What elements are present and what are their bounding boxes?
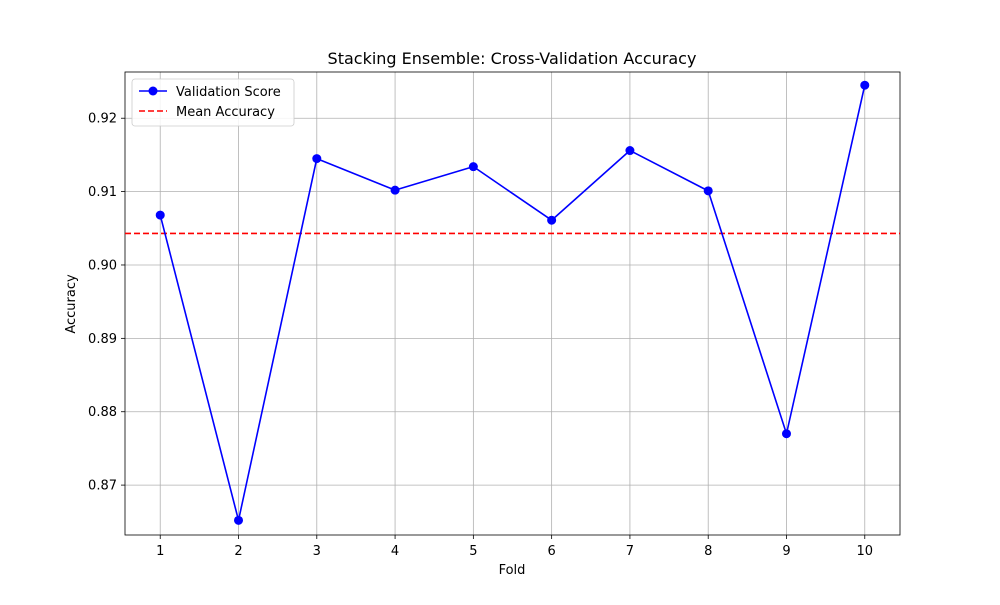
x-tick-label: 8 <box>704 544 712 559</box>
y-tick-label: 0.88 <box>88 405 117 420</box>
plot-frame <box>124 71 901 536</box>
x-tick-label: 7 <box>626 544 634 559</box>
legend-marker-validation-score <box>148 86 158 96</box>
y-tick-label: 0.91 <box>88 185 117 200</box>
x-tick-label: 2 <box>234 544 242 559</box>
validation-score-point <box>390 185 400 195</box>
y-axis-label: Accuracy <box>64 274 79 334</box>
legend-label-mean-accuracy: Mean Accuracy <box>176 105 275 120</box>
validation-score-point <box>781 429 791 439</box>
legend-label-validation-score: Validation Score <box>176 85 281 100</box>
validation-score-point <box>547 215 557 225</box>
x-tick-label: 1 <box>156 544 164 559</box>
y-tick-label: 0.92 <box>88 112 117 127</box>
x-tick-label: 4 <box>391 544 399 559</box>
chart-title: Stacking Ensemble: Cross-Validation Accu… <box>328 49 697 68</box>
validation-score-point <box>625 146 635 156</box>
x-tick-label: 10 <box>856 544 873 559</box>
x-tick-label: 6 <box>548 544 556 559</box>
validation-score-point <box>703 186 713 196</box>
x-tick-label: 9 <box>782 544 790 559</box>
validation-score-point <box>860 80 870 90</box>
validation-score-line <box>159 85 866 522</box>
legend: Validation Score Mean Accuracy <box>131 78 295 127</box>
x-axis-label: Fold <box>499 563 526 578</box>
validation-score-point <box>155 210 165 220</box>
series-lines <box>159 85 866 522</box>
y-tick-label: 0.89 <box>88 332 117 347</box>
validation-score-point <box>312 154 322 164</box>
x-tick-label: 5 <box>469 544 477 559</box>
y-tick-label: 0.90 <box>88 258 117 273</box>
y-tick-label: 0.87 <box>88 479 117 494</box>
validation-score-point <box>234 515 244 525</box>
axes: 1 2 3 4 5 6 7 8 9 10 0.87 0.88 0.89 0.90 0.91 0.92 <box>88 71 901 559</box>
legend-box <box>131 78 295 127</box>
data-points <box>155 80 870 525</box>
x-tick-label: 3 <box>313 544 321 559</box>
validation-score-point <box>468 162 478 172</box>
